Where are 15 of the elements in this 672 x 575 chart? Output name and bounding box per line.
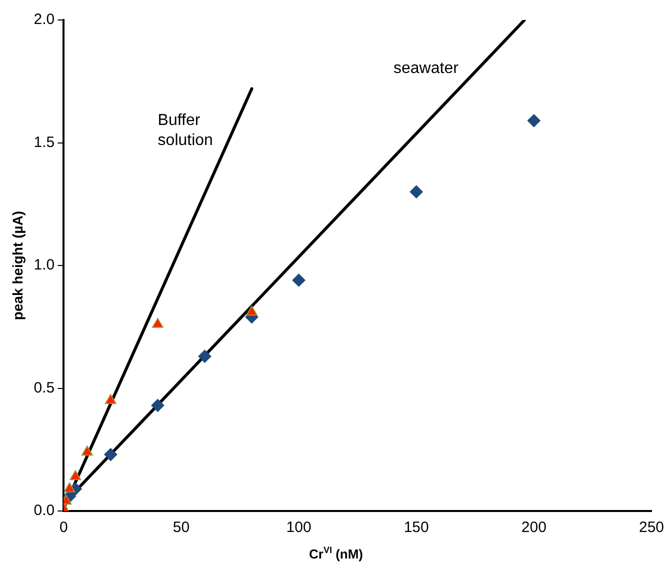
series-label: seawater [394,60,460,77]
y-tick-label: 1.0 [34,256,55,274]
x-tick-label: 250 [638,519,664,536]
x-axis-title: Cr$^{VI}$ (nM) [308,545,364,562]
y-axis-title: peak height (µA) [9,210,26,320]
y-tick-label: 0.5 [34,379,55,396]
x-tick-label: 50 [172,519,190,536]
x-tick-label: 100 [286,519,312,536]
y-tick-label: 1.5 [34,134,55,151]
y-tick-label: 0.0 [34,502,55,520]
y-tick-label: 2.0 [34,11,55,28]
x-tick-label: 150 [404,519,429,536]
series-label: Buffer solution [158,112,213,150]
x-tick-label: 200 [521,519,546,536]
x-tick-label: 0 [59,519,68,536]
